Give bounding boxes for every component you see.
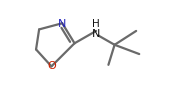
Text: O: O [48, 61, 57, 71]
Text: N: N [92, 29, 100, 39]
Text: N: N [58, 19, 66, 29]
Text: H: H [92, 19, 100, 29]
